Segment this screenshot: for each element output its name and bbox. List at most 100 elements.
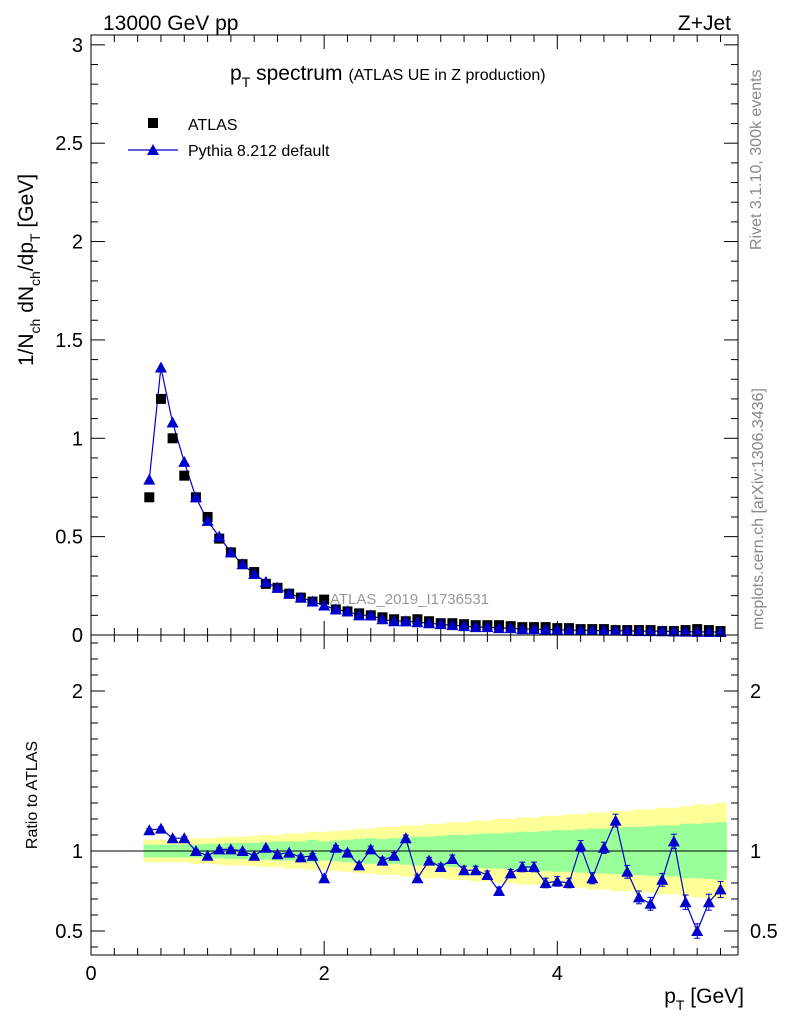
- ratio-point: [423, 854, 436, 866]
- ratio-y-label: Ratio to ATLAS: [24, 741, 41, 849]
- pythia-point: [294, 591, 307, 603]
- pythia-point: [224, 546, 237, 558]
- pythia-point: [259, 575, 272, 587]
- main-ytick-label: 3: [72, 35, 83, 57]
- pythia-point: [213, 530, 226, 542]
- ratio-point: [504, 867, 517, 879]
- xtick-label: 0: [85, 963, 96, 985]
- header-right: Z+Jet: [678, 12, 731, 35]
- pythia-point: [458, 620, 471, 632]
- ratio-point: [597, 841, 610, 853]
- ratio-point: [702, 896, 715, 908]
- ratio-point: [656, 873, 669, 885]
- ratio-point: [516, 861, 529, 872]
- pythia-point: [469, 621, 482, 633]
- ratio-point: [201, 849, 214, 861]
- pythia-point: [201, 514, 214, 526]
- ratio-ytick-label-right: 0.5: [750, 921, 778, 943]
- legend-atlas-label: ATLAS: [188, 117, 238, 134]
- ratio-point: [388, 849, 401, 861]
- ratio-point: [189, 845, 202, 856]
- ratio-point: [283, 846, 296, 858]
- chart-title-p: p: [230, 62, 242, 85]
- ratio-point: [551, 875, 564, 887]
- main-ytick-label: 0.5: [55, 527, 83, 549]
- xlabel-p: p: [664, 985, 676, 1008]
- ratio-point: [644, 897, 657, 909]
- pythia-point: [539, 623, 552, 635]
- main-ytick-label: 1: [72, 428, 83, 450]
- pythia-point: [248, 568, 261, 580]
- pythia-point: [154, 361, 167, 373]
- pythia-point: [388, 615, 401, 627]
- main-ytick-label: 2.5: [55, 133, 83, 155]
- pythia-point: [481, 621, 494, 633]
- rivet-label: Rivet 3.1.10, 300k events: [748, 69, 765, 250]
- xlabel-sub: T: [676, 997, 685, 1013]
- ratio-point: [178, 832, 191, 844]
- ratio-point: [353, 859, 366, 871]
- ratio-point: [364, 843, 377, 855]
- pythia-point: [621, 624, 634, 636]
- pythia-point: [586, 624, 599, 636]
- ratio-point: [399, 832, 412, 844]
- legend-pythia-label: Pythia 8.212 default: [188, 143, 330, 160]
- ratio-point: [318, 872, 331, 884]
- ratio-ytick-label-right: 2: [750, 681, 761, 703]
- pythia-point: [667, 625, 680, 637]
- atlas-point: [144, 492, 155, 503]
- pythia-point: [329, 603, 342, 615]
- ratio-point: [714, 883, 727, 895]
- ratio-point: [446, 853, 459, 864]
- ratio-marks: [143, 813, 727, 939]
- ylabel-a-sub: ch: [27, 319, 43, 334]
- ratio-frame: [90, 634, 739, 956]
- pythia-point: [574, 624, 587, 636]
- ratio-ytick-label: 2: [72, 681, 83, 703]
- chart-title-rest: spectrum: [250, 62, 342, 85]
- pythia-point: [493, 622, 506, 634]
- chart-title-paren: (ATLAS UE in Z production): [348, 67, 545, 84]
- ratio-point: [679, 896, 692, 908]
- ylabel-c-sub: T: [27, 233, 43, 242]
- ratio-point: [306, 849, 319, 861]
- xlabel-rest: [GeV]: [684, 985, 744, 1008]
- pythia-point: [656, 625, 669, 637]
- ratio-point: [329, 841, 342, 853]
- pythia-point: [691, 625, 704, 637]
- ratio-point: [667, 835, 680, 847]
- ratio-point: [154, 822, 167, 834]
- pythia-point: [504, 622, 517, 634]
- ratio-point: [458, 864, 471, 876]
- ratio-point: [586, 872, 599, 884]
- main-ytick-label: 1.5: [55, 330, 83, 352]
- ratio-point: [213, 843, 226, 855]
- main-marks: [143, 361, 727, 638]
- pythia-point: [166, 416, 179, 428]
- ratio-point: [376, 854, 389, 866]
- ratio-point: [259, 841, 272, 853]
- pythia-point: [446, 619, 459, 631]
- pythia-point: [399, 615, 412, 627]
- pythia-point: [353, 609, 366, 621]
- pythia-point: [318, 599, 331, 611]
- pythia-point: [376, 613, 389, 625]
- legend: ATLAS Pythia 8.212 default: [128, 117, 330, 160]
- analysis-tag: ATLAS_2019_I1736531: [330, 591, 489, 608]
- ylabel-c: /dp: [15, 242, 38, 271]
- legend-atlas-marker: [148, 118, 158, 128]
- ratio-ticks: 0.5 0.5 1 1 2 2 0 2 4: [55, 635, 778, 985]
- pythia-point: [714, 626, 727, 638]
- pythia-point: [702, 626, 715, 638]
- pythia-point: [644, 625, 657, 637]
- legend-pythia-marker: [147, 144, 159, 155]
- xtick-label: 4: [552, 963, 563, 985]
- ratio-point: [294, 851, 307, 863]
- pythia-point: [271, 581, 284, 593]
- ratio-point: [574, 840, 587, 852]
- ratio-point: [271, 848, 284, 860]
- ratio-point: [562, 877, 575, 888]
- header-left: 13000 GeV pp: [103, 12, 238, 35]
- main-ticks: 0 0.5 1 1.5 2 2.5 3: [55, 35, 738, 647]
